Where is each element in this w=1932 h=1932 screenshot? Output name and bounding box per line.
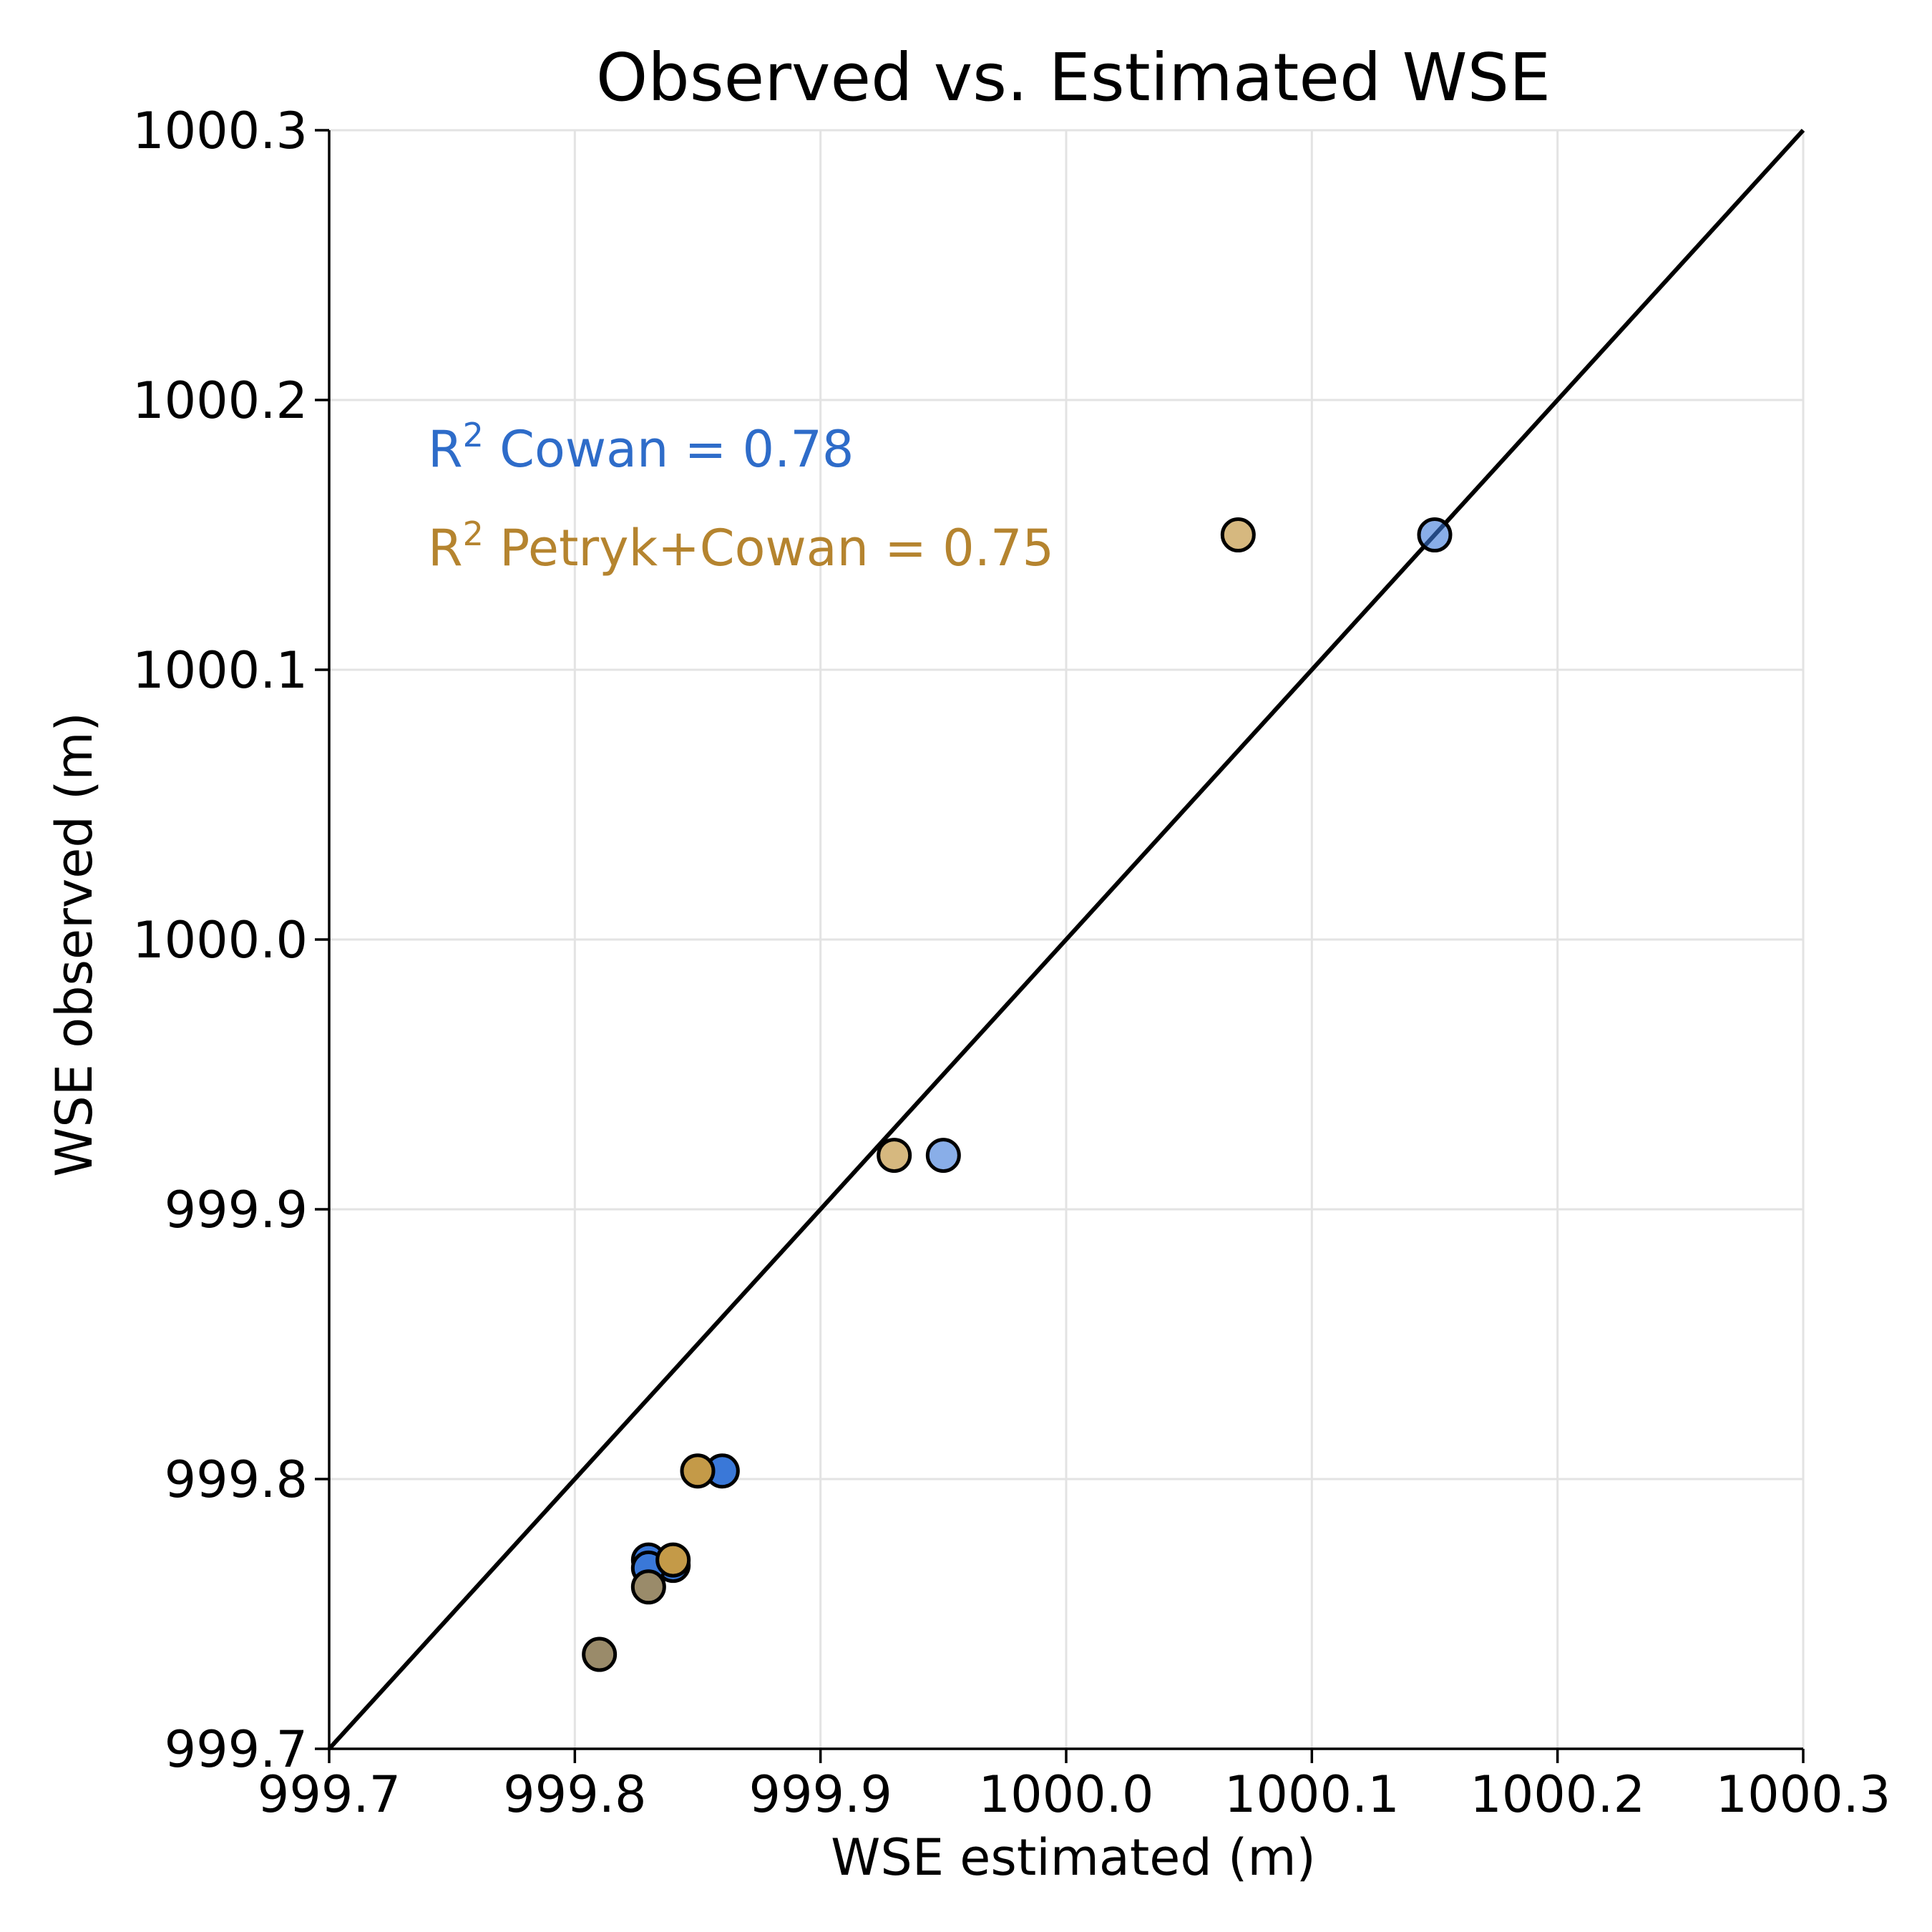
x-axis-label: WSE estimated (m): [831, 1828, 1316, 1887]
petryk-cowan-point: [655, 1542, 691, 1578]
y-axis-ticks: 999.7 999.8 999.9 1000.0 1000.1 1000.2 1000.3: [132, 102, 329, 1779]
y-axis-label: WSE observed (m): [45, 712, 104, 1177]
identity-line-segment: [327, 128, 1805, 1751]
petryk-cowan-point: [877, 1138, 912, 1174]
y-tick-label: 999.9: [165, 1181, 308, 1239]
data-points: [582, 517, 1453, 1672]
y-tick-label: 1000.1: [132, 641, 308, 700]
x-tick-label: 1000.0: [979, 1765, 1154, 1824]
chart-title: Observed vs. Estimated WSE: [596, 39, 1551, 116]
petryk-cowan-point: [1220, 517, 1256, 552]
x-tick-label: 999.7: [258, 1765, 401, 1824]
x-tick-label: 999.9: [748, 1765, 892, 1824]
r-squared-annotation: R2 Cowan = 0.78: [428, 416, 854, 479]
r-squared-annotation: R2 Petryk+Cowan = 0.75: [428, 514, 1054, 577]
y-tick-label: 1000.0: [132, 911, 308, 970]
petryk-cowan-point: [630, 1569, 666, 1605]
cowan-point: [1417, 517, 1453, 552]
y-tick-label: 999.7: [165, 1720, 308, 1779]
x-tick-label: 1000.2: [1470, 1765, 1645, 1824]
petryk-cowan-point: [680, 1453, 716, 1489]
petryk-cowan-point: [582, 1636, 618, 1672]
annotations: R2 Cowan = 0.78 R2 Petryk+Cowan = 0.75: [428, 416, 1054, 577]
x-tick-label: 999.8: [503, 1765, 646, 1824]
y-tick-label: 1000.3: [132, 102, 308, 160]
y-tick-label: 1000.2: [132, 371, 308, 430]
x-tick-label: 1000.1: [1224, 1765, 1400, 1824]
cowan-point: [925, 1138, 961, 1174]
x-axis-ticks: 999.7 999.8 999.9 1000.0 1000.1 1000.2 1000.3: [258, 1749, 1891, 1824]
y-tick-label: 999.8: [165, 1450, 308, 1509]
x-tick-label: 1000.3: [1716, 1765, 1891, 1824]
identity-line: [327, 128, 1805, 1751]
